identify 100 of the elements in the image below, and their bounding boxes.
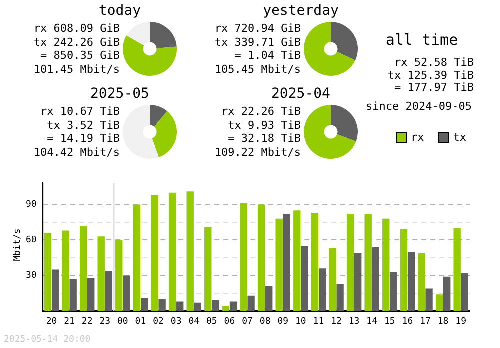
bar — [212, 300, 220, 312]
bar — [52, 270, 60, 312]
x-tick-label: 03 — [170, 316, 182, 327]
text: tx 3.52 TiB — [47, 118, 120, 132]
y-tick-label: 60 — [26, 236, 37, 246]
bar — [230, 302, 238, 312]
bar — [454, 228, 461, 312]
bar — [116, 240, 123, 312]
bar — [436, 294, 444, 312]
x-tick-label: 13 — [348, 316, 360, 327]
text: since 2024-09-05 — [366, 100, 472, 114]
text: 109.22 Mbit/s — [214, 146, 301, 158]
x-tick-label: 20 — [46, 316, 58, 327]
x-tick-label: 00 — [118, 316, 128, 327]
text: 105.45 Mbit/s — [214, 62, 301, 76]
chart-title: yesterday — [262, 3, 340, 19]
legend-label: tx — [453, 131, 466, 144]
bar — [80, 226, 88, 312]
bar — [222, 306, 230, 312]
bar — [443, 276, 451, 312]
bar — [88, 278, 95, 312]
text: rx 52.58 TiB — [394, 56, 474, 70]
x-tick-label: 17 — [420, 316, 431, 327]
x-tick-label: 04 — [188, 316, 200, 327]
bar — [461, 273, 468, 312]
bar — [176, 302, 184, 312]
text: rx 10.67 TiB — [40, 105, 120, 118]
bar — [354, 253, 362, 312]
bar — [140, 298, 148, 312]
bar — [44, 233, 52, 312]
x-tick-label: 15 — [384, 316, 396, 327]
bar — [258, 204, 266, 312]
text: tx 125.39 TiB — [386, 68, 474, 82]
bar — [364, 214, 372, 312]
x-tick-label: 08 — [260, 316, 271, 327]
bar — [346, 214, 354, 312]
x-tick-label: 09 — [278, 316, 289, 327]
bar — [151, 195, 158, 312]
chart-title: today — [98, 3, 142, 19]
y-tick-label: 30 — [26, 271, 37, 282]
y-tick-label: 90 — [26, 200, 37, 210]
text: = 32.18 TiB — [228, 132, 301, 145]
bar — [204, 227, 212, 312]
bar — [168, 192, 176, 312]
x-tick-label: 12 — [331, 316, 342, 327]
bar — [283, 214, 290, 312]
bar — [70, 279, 77, 312]
x-tick-label: 11 — [313, 316, 324, 327]
x-tick-label: 06 — [224, 316, 236, 327]
bar — [294, 210, 301, 312]
bar — [318, 268, 326, 312]
bar — [186, 192, 194, 312]
bar — [105, 270, 113, 312]
bar — [372, 247, 380, 312]
text: all time — [384, 31, 460, 49]
y-axis-title: Mbit/s — [13, 228, 23, 264]
x-tick-label: 23 — [100, 316, 111, 327]
x-tick-label: 22 — [82, 316, 93, 327]
text: 101.45 Mbit/s — [34, 62, 120, 76]
bar — [408, 252, 416, 312]
text: = 1.04 TiB — [234, 49, 301, 62]
bar — [62, 230, 70, 312]
x-tick-label: 10 — [295, 316, 306, 327]
chart-title: 2025-05 — [89, 86, 150, 102]
bar — [240, 204, 248, 312]
bar — [301, 246, 308, 312]
bar — [276, 218, 283, 312]
text: tx 9.93 TiB — [228, 118, 301, 132]
x-tick-label: 16 — [402, 316, 414, 327]
x-tick-label: 01 — [135, 316, 146, 327]
text: 104.42 Mbit/s — [34, 146, 120, 158]
bar — [133, 204, 141, 312]
x-tick-label: 18 — [438, 316, 449, 327]
bar — [336, 284, 344, 312]
chart-title: 2025-04 — [270, 86, 332, 102]
bar — [390, 272, 398, 312]
bar — [266, 286, 273, 312]
legend-label: rx — [411, 131, 424, 144]
text: = 177.97 TiB — [394, 81, 474, 94]
bar — [311, 212, 319, 312]
text: tx 339.71 GiB — [214, 36, 301, 48]
x-tick-label: 19 — [456, 316, 467, 327]
x-tick-label: 05 — [206, 316, 218, 327]
x-tick-label: 14 — [366, 316, 378, 327]
bar — [248, 296, 255, 312]
bar — [194, 302, 202, 312]
bar — [123, 276, 130, 312]
x-tick-label: 21 — [64, 316, 75, 327]
x-tick-label: 02 — [153, 316, 164, 327]
bar — [418, 253, 426, 312]
text: rx 608.09 GiB — [34, 22, 120, 35]
text: = 14.19 TiB — [47, 132, 120, 145]
bar — [382, 218, 390, 312]
text: rx 720.94 GiB — [214, 22, 301, 35]
x-tick-label: 07 — [242, 316, 253, 327]
text: = 850.35 GiB — [40, 49, 120, 62]
bar — [426, 288, 433, 312]
bar — [98, 236, 105, 312]
text: tx 242.26 GiB — [34, 36, 120, 48]
bar — [400, 230, 408, 312]
